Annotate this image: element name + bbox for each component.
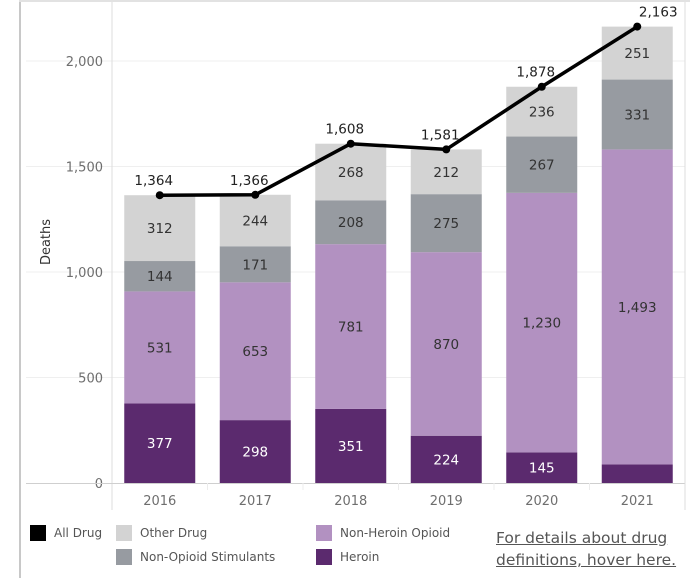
legend-label: All Drug — [54, 526, 103, 540]
legend-item-other-drug[interactable]: Other Drug — [116, 525, 207, 541]
drug-definitions-link[interactable]: For details about drug definitions, hove… — [496, 529, 677, 569]
all-drug-value-label: 1,581 — [421, 127, 460, 143]
bar-segment-non-heroin-opioid — [506, 192, 578, 453]
all-drug-line-path — [159, 25, 639, 197]
bar-segment-non-heroin-opioid — [219, 282, 291, 421]
bar-segment-heroin — [124, 403, 196, 483]
bar-segment-non-opioid-stimulants — [219, 246, 291, 283]
bar-segment-non-heroin-opioid — [315, 244, 387, 409]
frame-border-top — [19, 0, 690, 2]
all-drug-value-label: 2,163 — [639, 5, 678, 21]
bar-segment-non-opioid-stimulants — [124, 261, 196, 292]
segment-value-label: 781 — [338, 320, 364, 336]
bar-segment-non-heroin-opioid — [124, 291, 196, 404]
x-tick-label: 2021 — [621, 494, 654, 509]
stacked-bar-chart: 0 500 1,000 1,500 2,000 2016 2017 2018 2019 2020 2… — [26, 2, 686, 510]
bar-segment-heroin — [410, 435, 482, 483]
segment-value-label: 275 — [433, 216, 459, 232]
legend-item-non-heroin-opioid[interactable]: Non-Heroin Opioid — [316, 525, 450, 541]
x-tick-label: 2016 — [143, 494, 176, 509]
segment-value-label: 251 — [624, 46, 650, 62]
bar-segment-other-drug — [506, 86, 578, 137]
segment-value-label: 236 — [529, 105, 555, 121]
all-drug-point — [155, 191, 164, 200]
y-tick-label: 0 — [95, 477, 103, 492]
legend-label: Heroin — [340, 550, 380, 564]
segment-value-label: 145 — [529, 461, 555, 477]
bar-segment-non-heroin-opioid — [410, 252, 482, 436]
x-tick-label: 2019 — [430, 494, 463, 509]
bar-segment-non-heroin-opioid — [601, 149, 673, 465]
segment-value-label: 224 — [433, 452, 459, 468]
y-tick-label: 1,500 — [66, 161, 103, 176]
x-tick-label: 2018 — [334, 494, 367, 509]
segment-value-label: 268 — [338, 165, 364, 181]
segment-value-label: 870 — [433, 337, 459, 353]
segment-value-label: 351 — [338, 439, 364, 455]
y-axis-title: Deaths — [39, 219, 54, 265]
legend-label: Other Drug — [140, 526, 208, 540]
all-drug-point — [251, 190, 260, 199]
frame-border-left — [19, 0, 21, 578]
segment-value-label: 267 — [529, 158, 555, 174]
y-tick-label: 1,000 — [66, 266, 103, 281]
segment-value-label: 377 — [147, 436, 173, 452]
all-drug-value-label: 1,364 — [134, 173, 173, 189]
legend-label: Non-Heroin Opioid — [340, 526, 451, 540]
axes: 0 500 1,000 1,500 2,000 2016 2017 2018 2019 2020 2… — [26, 2, 686, 510]
bar-segment-heroin — [315, 408, 387, 483]
bar-segment-other-drug — [219, 194, 291, 247]
x-tick-label: 2017 — [239, 494, 272, 509]
legend-swatch — [316, 549, 332, 565]
bar-segment-non-opioid-stimulants — [506, 136, 578, 193]
all-drug-line: 1,364 1,366 1,608 1,581 1,878 2,163 — [134, 5, 678, 200]
legend-swatch — [316, 525, 332, 541]
bar-segment-heroin — [219, 420, 291, 483]
bar-segment-heroin — [506, 452, 578, 483]
all-drug-point — [633, 22, 642, 31]
all-drug-value-label: 1,878 — [516, 65, 555, 81]
segment-value-label: 212 — [433, 165, 459, 181]
segment-value-label: 531 — [147, 340, 173, 356]
y-tick-label: 500 — [78, 372, 103, 387]
legend-label: Non-Opioid Stimulants — [140, 550, 276, 564]
all-drug-point — [346, 139, 355, 148]
segment-value-label: 244 — [242, 214, 268, 230]
segment-value-label: 312 — [147, 221, 173, 237]
segment-value-label: 298 — [242, 445, 268, 461]
legend-item-non-opioid-stimulants[interactable]: Non-Opioid Stimulants — [116, 549, 275, 565]
y-tick-label: 2,000 — [66, 55, 103, 70]
legend-item-heroin[interactable]: Heroin — [316, 549, 379, 565]
bar-segment-other-drug — [410, 149, 482, 195]
segment-value-label: 1,230 — [522, 316, 561, 332]
legend-swatch — [116, 525, 132, 541]
bar-segment-heroin — [601, 464, 673, 483]
all-drug-value-label: 1,366 — [230, 173, 269, 189]
legend: All Drug Other Drug Non-Heroin Opioid No… — [0, 520, 690, 578]
x-tick-label: 2020 — [525, 494, 558, 509]
bar-segment-other-drug — [315, 143, 387, 201]
bars — [124, 26, 673, 483]
legend-swatch — [30, 525, 46, 541]
segment-labels: 377 531 144 312 298 653 171 244 351 781 208 268 224 8… — [147, 46, 657, 477]
all-drug-point — [537, 82, 546, 91]
legend-item-all-drug[interactable]: All Drug — [30, 525, 102, 541]
segment-value-label: 144 — [147, 269, 173, 285]
segment-value-label: 171 — [242, 257, 268, 273]
bar-segment-non-opioid-stimulants — [410, 194, 482, 253]
segment-value-label: 331 — [624, 107, 650, 123]
legend-swatch — [116, 549, 132, 565]
segment-value-label: 208 — [338, 215, 364, 231]
bar-segment-non-opioid-stimulants — [601, 79, 673, 150]
bar-segment-other-drug — [601, 26, 673, 80]
bar-segment-other-drug — [124, 195, 196, 262]
bar-segment-non-opioid-stimulants — [315, 200, 387, 245]
segment-value-label: 653 — [242, 344, 268, 360]
segment-value-label: 1,493 — [618, 300, 657, 316]
all-drug-value-label: 1,608 — [325, 122, 364, 138]
all-drug-point — [442, 145, 451, 154]
